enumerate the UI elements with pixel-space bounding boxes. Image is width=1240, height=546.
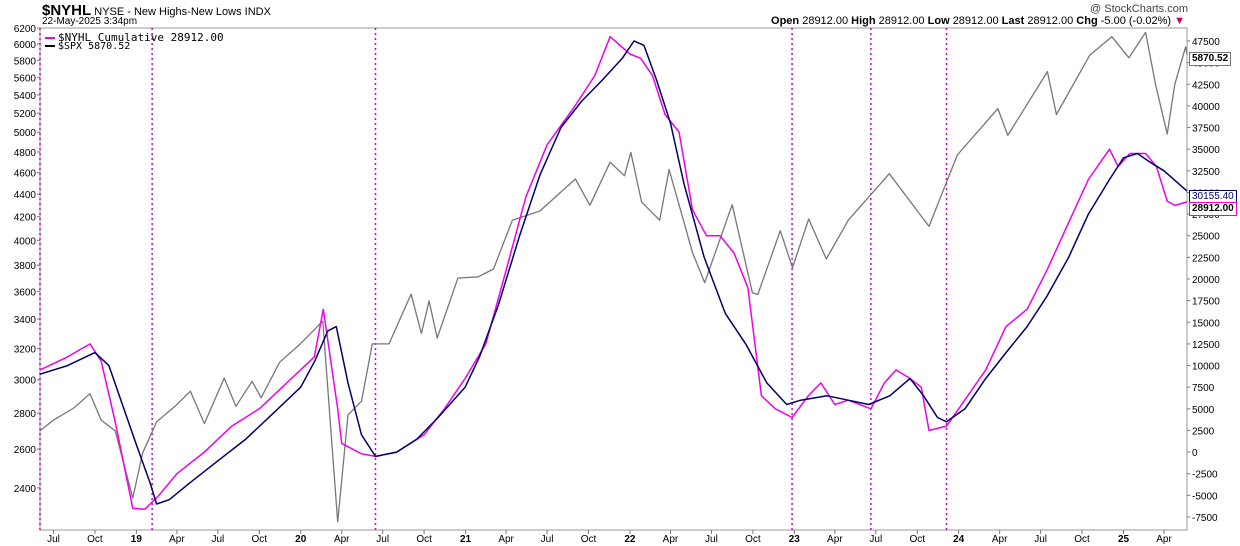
x-axis-tick-label: Jul: [541, 534, 554, 545]
left-axis-tick-label: 3600: [14, 287, 37, 298]
left-axis-tick-label: 2600: [14, 445, 37, 456]
x-axis-tick-label: Apr: [1156, 534, 1172, 545]
last-value: 28912.00: [1027, 15, 1074, 27]
open-label: Open: [771, 15, 800, 27]
symbol-description: NYSE - New Highs-New Lows: [94, 6, 242, 18]
spx-line: [39, 31, 1188, 523]
legend-swatch: [45, 45, 55, 47]
right-axis-tick-label: 5000: [1192, 405, 1215, 416]
left-axis-tick-label: 2400: [14, 484, 37, 495]
right-axis-tick-label: 37500: [1192, 124, 1220, 135]
right-axis-tick-label: 7500: [1192, 383, 1215, 394]
left-axis-tick-label: 5000: [14, 128, 37, 139]
x-axis-tick-label: 23: [789, 534, 801, 545]
left-axis-tick-label: 6000: [14, 40, 37, 51]
low-value: 28912.00: [952, 15, 999, 27]
x-axis-tick-label: Jul: [1034, 534, 1047, 545]
right-axis-tick-label: 15000: [1192, 318, 1220, 329]
left-axis-tick-label: 5600: [14, 73, 37, 84]
right-axis-tick-label: 22500: [1192, 253, 1220, 264]
x-axis-tick-label: 25: [1118, 534, 1130, 545]
right-axis-tick-label: 40000: [1192, 102, 1220, 113]
left-axis-tick-label: 3000: [14, 376, 37, 387]
right-axis-tick-label: 32500: [1192, 167, 1220, 178]
nyhl-cumulative-line: [39, 35, 1188, 510]
left-axis-tick-label: 5400: [14, 91, 37, 102]
legend-label: $SPX 5870.52: [58, 41, 131, 52]
left-axis-tick-label: 4800: [14, 148, 37, 159]
chg-value: -5.00 (-0.02%): [1100, 15, 1172, 27]
x-axis-tick-label: 20: [295, 534, 307, 545]
high-label: High: [851, 15, 876, 27]
x-axis-tick-label: Oct: [87, 534, 103, 545]
x-axis-tick-label: Oct: [909, 534, 925, 545]
right-axis-tick-label: 12500: [1192, 340, 1220, 351]
x-axis-tick-label: 21: [460, 534, 472, 545]
left-axis-tick-label: 4000: [14, 236, 37, 247]
right-axis-tick-label: 42500: [1192, 80, 1220, 91]
legend-swatch: [45, 37, 55, 39]
last-label: Last: [1001, 15, 1025, 27]
left-axis-tick-label: 3200: [14, 344, 37, 355]
left-axis-tick-label: 5200: [14, 109, 37, 120]
right-axis-tick-label: -7500: [1192, 513, 1218, 524]
right-axis-tick-label: -2500: [1192, 470, 1218, 481]
low-label: Low: [927, 15, 950, 27]
x-axis-tick-label: 19: [131, 534, 143, 545]
x-axis-tick-label: Apr: [169, 534, 185, 545]
x-axis-tick-label: Apr: [663, 534, 679, 545]
x-axis-tick-label: Jul: [705, 534, 718, 545]
x-axis-tick-label: Jul: [47, 534, 60, 545]
x-axis-tick-label: Oct: [745, 534, 761, 545]
x-axis-tick-label: Jul: [211, 534, 224, 545]
right-axis-tick-label: -5000: [1192, 491, 1218, 502]
right-axis-tick-label: 20000: [1192, 275, 1220, 286]
x-axis-tick-label: Jul: [869, 534, 882, 545]
down-triangle-icon: ▼: [1174, 15, 1185, 27]
left-axis-tick-label: 3800: [14, 261, 37, 272]
x-axis-tick-label: Jul: [376, 534, 389, 545]
right-axis-tick-label: 35000: [1192, 145, 1220, 156]
x-axis-tick-label: 24: [953, 534, 965, 545]
right-axis-tick-label: 25000: [1192, 232, 1220, 243]
legend-item-spx: $SPX 5870.52: [45, 41, 130, 52]
x-axis-tick-label: Oct: [1074, 534, 1090, 545]
left-axis-tick-label: 4600: [14, 169, 37, 180]
nyhl-last-tag: 28912.00: [1189, 202, 1237, 216]
ohlc-readout: Open 28912.00 High 28912.00 Low 28912.00…: [771, 15, 1185, 27]
nyhl-moving-average-line: [39, 40, 1188, 505]
left-axis-tick-label: 4400: [14, 190, 37, 201]
x-axis-tick-label: Oct: [581, 534, 597, 545]
x-axis-tick-label: Apr: [334, 534, 350, 545]
right-axis-tick-label: 17500: [1192, 297, 1220, 308]
date-label: 22-May-2025 3:34pm: [42, 16, 138, 27]
right-axis-tick-label: 10000: [1192, 362, 1220, 373]
x-axis-tick-label: Apr: [992, 534, 1008, 545]
spx-last-tag: 5870.52: [1189, 52, 1232, 66]
watermark: @ StockCharts.com: [1090, 3, 1188, 15]
x-axis-tick-label: Oct: [252, 534, 268, 545]
legend-item-nyhl: $NYHL Cumulative 28912.00: [45, 31, 224, 44]
high-value: 28912.00: [878, 15, 925, 27]
exchange-label: INDX: [244, 6, 271, 18]
right-axis-tick-label: 0: [1192, 448, 1198, 459]
left-axis-tick-label: 6200: [14, 24, 37, 35]
left-axis-tick-label: 2800: [14, 409, 37, 420]
right-axis-tick-label: 2500: [1192, 426, 1215, 437]
legend-label: $NYHL Cumulative 28912.00: [58, 31, 224, 44]
chart-title: $NYHL NYSE - New Highs-New Lows INDX: [42, 2, 271, 19]
chg-label: Chg: [1076, 15, 1098, 27]
x-axis-tick-label: 22: [624, 534, 636, 545]
x-axis-tick-label: Apr: [827, 534, 843, 545]
left-axis-tick-label: 4200: [14, 213, 37, 224]
left-axis-tick-label: 3400: [14, 315, 37, 326]
right-axis-tick-label: 47500: [1192, 37, 1220, 48]
x-axis-tick-label: Apr: [498, 534, 514, 545]
x-axis-tick-label: Oct: [416, 534, 432, 545]
plot-area: [39, 27, 1188, 531]
symbol-label: $NYHL: [42, 2, 92, 19]
open-value: 28912.00: [802, 15, 849, 27]
left-axis-tick-label: 5800: [14, 56, 37, 67]
